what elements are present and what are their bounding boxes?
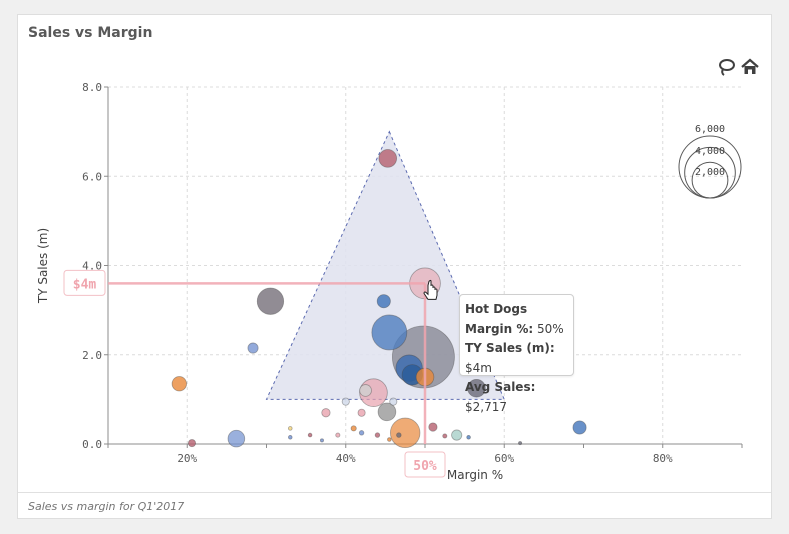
crosshair-y-label: $4m (73, 277, 97, 292)
y-tick-label: 4.0 (82, 260, 102, 273)
data-point (307, 432, 313, 438)
tooltip-row: Avg Sales: $2,717 (465, 378, 573, 417)
data-point (350, 425, 357, 432)
size-legend-label: 4,000 (695, 146, 725, 157)
data-point (187, 439, 197, 448)
x-axis-title: Margin % (447, 468, 503, 482)
data-point (572, 420, 587, 435)
data-point (358, 430, 365, 436)
y-tick-label: 6.0 (82, 170, 102, 183)
lasso-select-icon[interactable] (717, 57, 737, 77)
data-point (374, 432, 381, 438)
tooltip: Hot Dogs Margin %: 50% TY Sales (m): $4m… (459, 294, 574, 414)
data-point (371, 314, 408, 351)
tooltip-title: Hot Dogs (465, 302, 528, 316)
y-tick-label: 2.0 (82, 349, 102, 362)
data-point (321, 408, 331, 418)
data-point (341, 397, 350, 406)
data-point (377, 402, 397, 422)
data-point (390, 417, 421, 449)
data-point (335, 432, 341, 438)
data-point (451, 429, 463, 441)
crosshair-x-label-box (404, 451, 446, 478)
x-tick-label: 60% (494, 452, 514, 465)
crosshair-y-label-box (63, 269, 106, 296)
data-point (359, 384, 372, 397)
data-point (389, 397, 398, 406)
data-point (288, 435, 293, 440)
tooltip-value: $2,717 (465, 399, 507, 414)
data-point (396, 432, 402, 438)
hand-cursor-icon (423, 279, 438, 300)
data-point (467, 378, 486, 398)
tooltip-value: $4m (465, 360, 492, 375)
data-point (387, 437, 392, 442)
data-point (247, 342, 259, 354)
crosshair-x-label: 50% (413, 459, 437, 474)
data-point (319, 438, 324, 443)
chart-footnote: Sales vs margin for Q1'2017 (18, 492, 771, 520)
tooltip-label: TY Sales (m): (465, 341, 555, 355)
size-legend-label: 6,000 (695, 124, 725, 135)
data-point (442, 433, 448, 439)
data-point (518, 441, 523, 446)
size-legend-label: 2,000 (695, 167, 725, 178)
data-point (288, 426, 293, 431)
tooltip-value: 50% (537, 321, 564, 336)
data-point (428, 422, 438, 432)
data-point (466, 435, 471, 440)
data-point (376, 294, 391, 309)
chart-title: Sales vs Margin (28, 25, 153, 41)
data-point (357, 408, 366, 417)
data-point (171, 376, 187, 392)
x-tick-label: 20% (177, 452, 197, 465)
chart-card: Sales vs Margin 0.0 2.0 4.0 6.0 8.0 20% 40% 60%… (17, 14, 772, 519)
tooltip-label: Margin %: (465, 321, 534, 336)
data-point (256, 287, 285, 315)
y-tick-label: 0.0 (82, 438, 102, 451)
tooltip-label: Avg Sales: (465, 380, 536, 394)
data-point (227, 429, 246, 448)
data-point (378, 149, 398, 168)
y-axis-title: TY Sales (m) (36, 228, 50, 304)
home-reset-icon[interactable] (740, 57, 760, 77)
tooltip-row: TY Sales (m): $4m (465, 339, 573, 378)
size-legend-circle (691, 161, 729, 199)
x-tick-label: 40% (336, 452, 356, 465)
y-tick-label: 8.0 (82, 81, 102, 94)
scatter-chart[interactable]: 0.0 2.0 4.0 6.0 8.0 20% 40% 60% 80% Margin % TY Sa… (18, 15, 773, 492)
x-tick-label: 80% (653, 452, 673, 465)
tooltip-row: Margin %: 50% (465, 320, 573, 340)
